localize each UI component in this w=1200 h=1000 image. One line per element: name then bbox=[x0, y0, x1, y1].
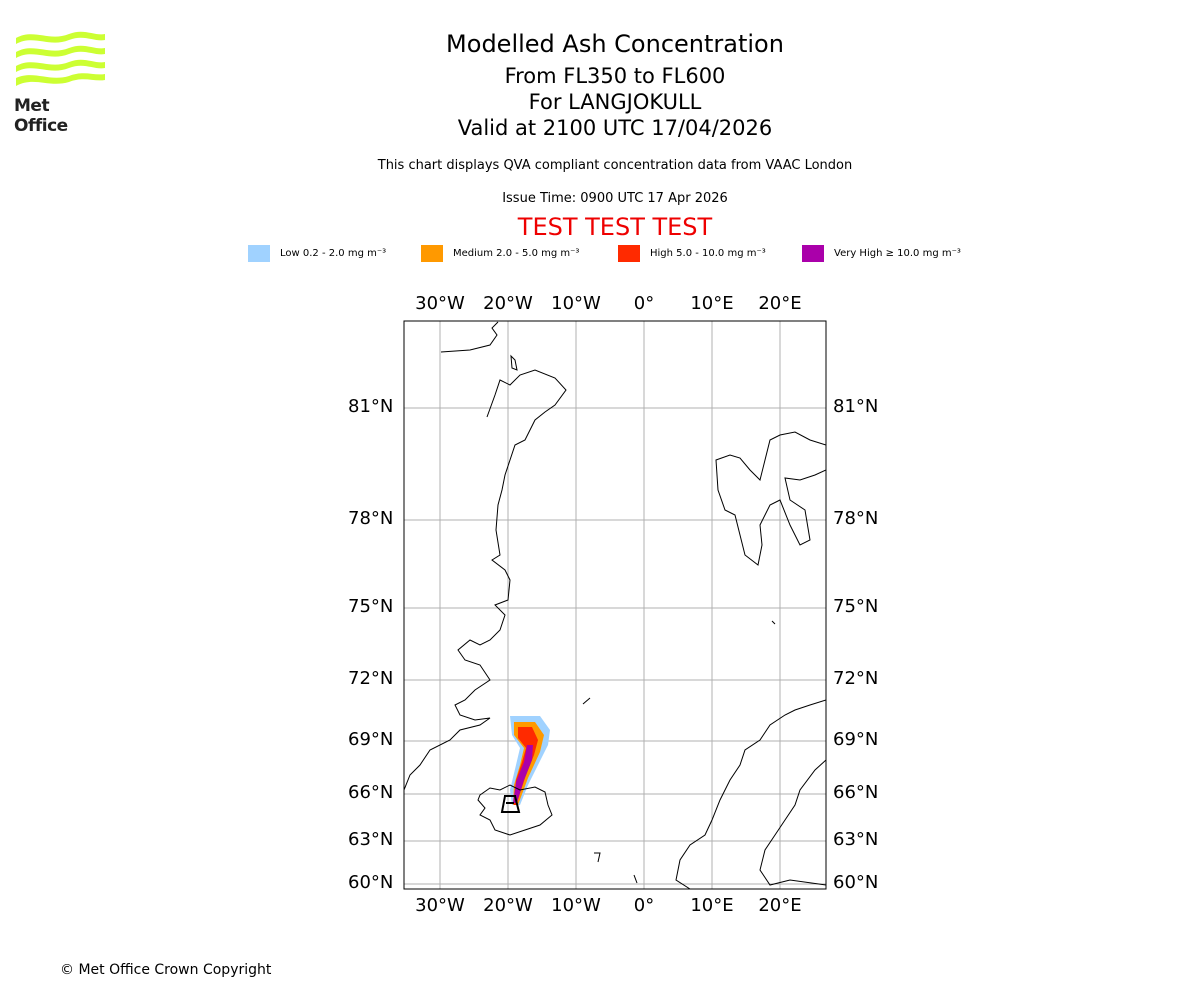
legend-swatch bbox=[248, 245, 270, 262]
lat-label-left: 72°N bbox=[348, 668, 394, 689]
legend-swatch bbox=[421, 245, 443, 262]
lat-label-right: 72°N bbox=[833, 668, 879, 689]
chart-title: Modelled Ash Concentration bbox=[446, 30, 784, 58]
lat-label-left: 63°N bbox=[348, 829, 394, 850]
test-banner: TEST TEST TEST bbox=[517, 213, 713, 241]
volcano-name: For LANGJOKULL bbox=[528, 90, 702, 114]
lat-label-left: 69°N bbox=[348, 729, 394, 750]
legend-swatch bbox=[618, 245, 640, 262]
logo-text: Met Office bbox=[14, 96, 68, 136]
legend-label: High 5.0 - 10.0 mg m⁻³ bbox=[650, 248, 766, 259]
lat-label-right: 78°N bbox=[833, 508, 879, 529]
lon-label-top: 20°E bbox=[758, 293, 802, 314]
lat-label-right: 63°N bbox=[833, 829, 879, 850]
coastlines bbox=[404, 321, 826, 889]
chart-description: This chart displays QVA compliant concen… bbox=[377, 158, 853, 173]
volcano-icon bbox=[500, 795, 521, 813]
valid-time: Valid at 2100 UTC 17/04/2026 bbox=[457, 116, 773, 140]
lon-label-top: 10°E bbox=[690, 293, 734, 314]
met-office-logo: Met Office bbox=[14, 30, 106, 136]
lon-label-bottom: 0° bbox=[633, 895, 655, 916]
copyright: © Met Office Crown Copyright bbox=[60, 962, 272, 978]
lon-label-bottom: 20°E bbox=[758, 895, 802, 916]
legend-label: Medium 2.0 - 5.0 mg m⁻³ bbox=[453, 248, 580, 259]
lat-label-right: 69°N bbox=[833, 729, 879, 750]
flight-levels: From FL350 to FL600 bbox=[504, 64, 726, 88]
legend-label: Low 0.2 - 2.0 mg m⁻³ bbox=[280, 248, 387, 259]
lat-label-right: 66°N bbox=[833, 782, 879, 803]
lon-label-top: 30°W bbox=[415, 293, 465, 314]
lat-label-right: 60°N bbox=[833, 872, 879, 893]
gridlines bbox=[404, 321, 826, 889]
legend-item-high: High 5.0 - 10.0 mg m⁻³ bbox=[618, 245, 766, 262]
map-frame bbox=[403, 320, 827, 890]
lon-label-top: 0° bbox=[633, 293, 655, 314]
lat-label-right: 81°N bbox=[833, 396, 879, 417]
lon-label-bottom: 10°W bbox=[551, 895, 601, 916]
legend-item-medium: Medium 2.0 - 5.0 mg m⁻³ bbox=[421, 245, 579, 262]
lon-label-bottom: 30°W bbox=[415, 895, 465, 916]
lat-label-left: 66°N bbox=[348, 782, 394, 803]
logo-waves-icon bbox=[16, 31, 105, 86]
lat-label-right: 75°N bbox=[833, 596, 879, 617]
issue-time: Issue Time: 0900 UTC 17 Apr 2026 bbox=[502, 191, 728, 206]
lat-label-left: 78°N bbox=[348, 508, 394, 529]
lon-label-bottom: 10°E bbox=[690, 895, 734, 916]
lon-label-top: 20°W bbox=[483, 293, 533, 314]
lat-label-left: 60°N bbox=[348, 872, 394, 893]
lat-label-left: 75°N bbox=[348, 596, 394, 617]
legend-item-low: Low 0.2 - 2.0 mg m⁻³ bbox=[248, 245, 386, 262]
legend-item-very-high: Very High ≥ 10.0 mg m⁻³ bbox=[802, 245, 961, 262]
lon-label-bottom: 20°W bbox=[483, 895, 533, 916]
legend-label: Very High ≥ 10.0 mg m⁻³ bbox=[834, 248, 961, 259]
lat-label-left: 81°N bbox=[348, 396, 394, 417]
lon-label-top: 10°W bbox=[551, 293, 601, 314]
legend-swatch bbox=[802, 245, 824, 262]
